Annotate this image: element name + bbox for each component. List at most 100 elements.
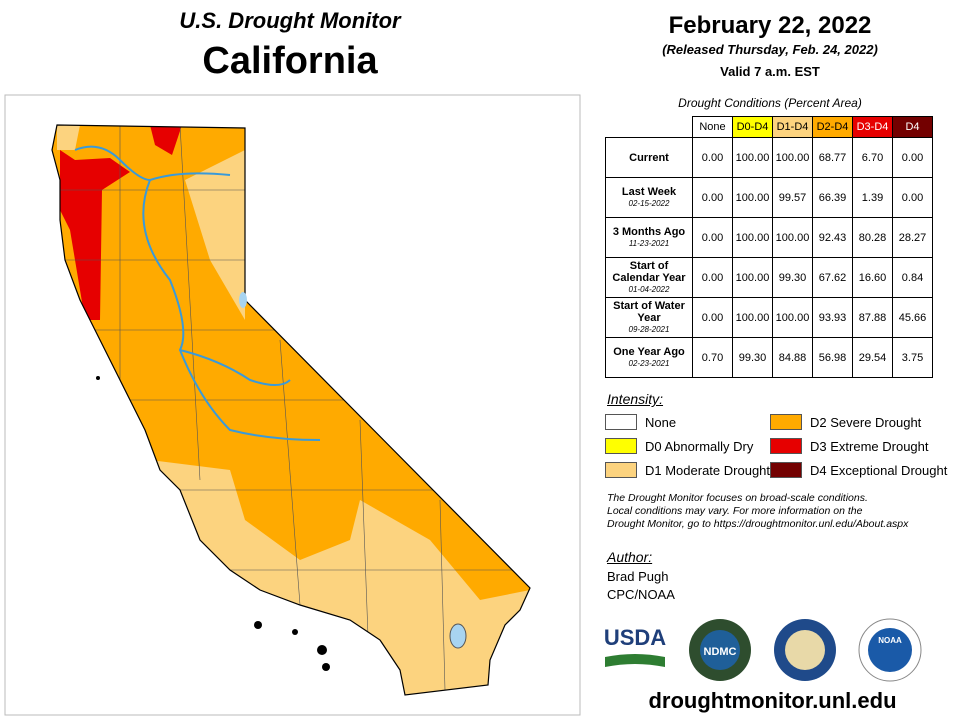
cell: 0.00 — [692, 137, 733, 178]
column-header: D3-D4 — [852, 116, 893, 138]
row-name: One Year Ago — [613, 345, 685, 358]
cell: 68.77 — [812, 137, 853, 178]
d1-area — [57, 125, 80, 150]
conditions-table: None D0-D4 D1-D4 D2-D4 D3-D4 D4 Current 0.00 100… — [605, 116, 933, 378]
legend-item: D0 Abnormally Dry — [605, 438, 753, 454]
row-label: Current — [605, 137, 693, 178]
author-org: CPC/NOAA — [607, 587, 675, 602]
d1-area — [185, 150, 245, 320]
cell: 3.75 — [892, 337, 933, 378]
note-line: Local conditions may vary. For more info… — [607, 505, 863, 517]
cell: 100.00 — [772, 297, 813, 338]
cell: 80.28 — [852, 217, 893, 258]
legend-title: Intensity: — [607, 391, 664, 407]
row-label: Start of Calendar Year 01-04-2022 — [605, 257, 693, 298]
cell: 99.30 — [732, 337, 773, 378]
row-label: 3 Months Ago 11-23-2021 — [605, 217, 693, 258]
cell: 1.39 — [852, 177, 893, 218]
row-date: 11-23-2021 — [628, 238, 670, 248]
row-label: One Year Ago 02-23-2021 — [605, 337, 693, 378]
legend-swatch — [770, 462, 802, 478]
logos: USDA NDMC NOAA — [604, 618, 922, 682]
cell: 29.54 — [852, 337, 893, 378]
table-row: 3 Months Ago 11-23-2021 0.00 100.00 100.00 92… — [605, 217, 933, 258]
legend-item: D1 Moderate Drought — [605, 462, 770, 478]
row-date: 01-04-2022 — [628, 284, 670, 294]
legend-label: D4 Exceptional Drought — [810, 462, 948, 478]
note-line: Drought Monitor, go to https://droughtmo… — [607, 518, 909, 530]
county-lines — [60, 125, 520, 691]
legend-label: None — [645, 414, 677, 430]
cell: 84.88 — [772, 337, 813, 378]
map — [4, 94, 581, 716]
title: U.S. Drought Monitor — [179, 8, 401, 33]
legend-item: None — [605, 414, 676, 430]
cell: 0.84 — [892, 257, 933, 298]
d3-area — [150, 125, 182, 155]
islands — [96, 376, 330, 671]
column-header: D0-D4 — [732, 116, 773, 138]
cell: 6.70 — [852, 137, 893, 178]
rivers — [74, 145, 321, 441]
row-date: 02-15-2022 — [628, 198, 670, 208]
released: (Released Thursday, Feb. 24, 2022) — [662, 42, 878, 57]
legend-swatch — [605, 462, 637, 478]
author-title: Author: — [607, 549, 653, 565]
date: February 22, 2022 — [668, 12, 872, 39]
legend-label: D2 Severe Drought — [810, 414, 922, 430]
logo-ndmc — [700, 630, 740, 670]
note-line: The Drought Monitor focuses on broad-sca… — [607, 492, 868, 504]
cell: 100.00 — [732, 137, 773, 178]
cell: 45.66 — [892, 297, 933, 338]
logo-commerce-inner — [785, 630, 825, 670]
author-name: Brad Pugh — [607, 569, 669, 584]
legend-swatch — [770, 438, 802, 454]
legend-swatch — [770, 414, 802, 430]
logo-noaa-text: NOAA — [878, 636, 902, 645]
cell: 66.39 — [812, 177, 853, 218]
cell: 0.00 — [892, 137, 933, 178]
table-row: Last Week 02-15-2022 0.00 100.00 99.57 66.39 1… — [605, 177, 933, 218]
legend-item: D3 Extreme Drought — [770, 438, 929, 454]
table-row: Start of Water Year 09-28-2021 0.00 100.00 1… — [605, 297, 933, 338]
legend-item: D2 Severe Drought — [770, 414, 921, 430]
cell: 0.70 — [692, 337, 733, 378]
legend-swatch — [605, 438, 637, 454]
row-label: Last Week 02-15-2022 — [605, 177, 693, 218]
row-name: Current — [629, 151, 669, 164]
cell: 100.00 — [732, 257, 773, 298]
row-date: 09-28-2021 — [628, 324, 670, 334]
cell: 100.00 — [772, 137, 813, 178]
cell: 67.62 — [812, 257, 853, 298]
url: droughtmonitor.unl.edu — [648, 688, 897, 713]
d3-area — [60, 150, 130, 320]
cell: 0.00 — [692, 257, 733, 298]
cell: 56.98 — [812, 337, 853, 378]
legend-label: D3 Extreme Drought — [810, 438, 929, 454]
cell: 0.00 — [692, 297, 733, 338]
legend-swatch — [605, 414, 637, 430]
row-name: Start of Calendar Year — [612, 259, 686, 284]
legend: None D0 Abnormally Dry D1 Moderate Drought… — [605, 414, 955, 484]
cell: 100.00 — [732, 177, 773, 218]
table-row: Start of Calendar Year 01-04-2022 0.00 100.… — [605, 257, 933, 298]
lake — [449, 623, 467, 649]
row-name: Last Week — [621, 185, 677, 198]
valid: Valid 7 a.m. EST — [720, 64, 820, 79]
table-row: Current 0.00 100.00 100.00 68.77 6.70 0.00 — [605, 137, 933, 178]
header-row: None D0-D4 D1-D4 D2-D4 D3-D4 D4 — [606, 116, 933, 138]
row-date: 02-23-2021 — [628, 358, 670, 368]
row-label: Start of Water Year 09-28-2021 — [605, 297, 693, 338]
row-name: 3 Months Ago — [612, 225, 686, 238]
cell: 0.00 — [892, 177, 933, 218]
cell: 99.57 — [772, 177, 813, 218]
cell: 87.88 — [852, 297, 893, 338]
lake — [239, 292, 247, 308]
legend-label: D0 Abnormally Dry — [645, 438, 754, 454]
legend-label: D1 Moderate Drought — [645, 462, 771, 478]
cell: 0.00 — [692, 217, 733, 258]
table-row: One Year Ago 02-23-2021 0.70 99.30 84.88 56.9… — [605, 337, 933, 378]
cell: 16.60 — [852, 257, 893, 298]
cell: 93.93 — [812, 297, 853, 338]
